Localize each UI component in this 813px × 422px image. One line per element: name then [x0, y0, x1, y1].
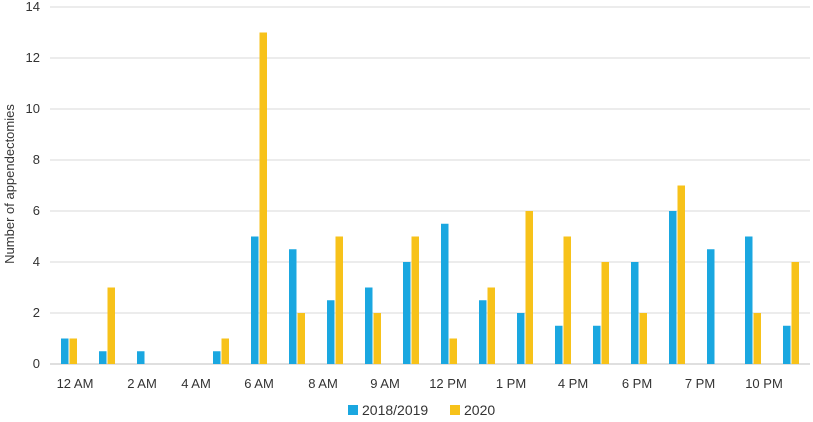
bar-series-1: [669, 211, 677, 364]
legend-label: 2018/2019: [362, 402, 428, 418]
bar-series-1: [707, 249, 715, 364]
legend-swatch: [348, 405, 358, 415]
x-tick-label: 7 PM: [685, 376, 715, 391]
x-tick-label: 2 AM: [127, 376, 157, 391]
bar-series-1: [403, 262, 411, 364]
bar-series-2: [639, 313, 647, 364]
bar-series-2: [601, 262, 609, 364]
x-tick-label: 1 PM: [496, 376, 526, 391]
bar-series-1: [593, 325, 601, 364]
bar-series-1: [441, 223, 449, 364]
bar-series-2: [297, 313, 305, 364]
bar-series-1: [783, 325, 791, 364]
bar-series-2: [411, 236, 419, 364]
x-tick-label: 4 AM: [181, 376, 211, 391]
legend-swatch: [450, 405, 460, 415]
y-tick-label: 2: [33, 305, 40, 320]
bar-series-1: [631, 262, 639, 364]
bar-series-2: [753, 313, 761, 364]
bar-series-2: [677, 185, 685, 364]
y-tick-label: 14: [26, 0, 40, 14]
x-tick-label: 4 PM: [558, 376, 588, 391]
x-tick-label: 6 PM: [622, 376, 652, 391]
x-tick-label: 12 AM: [57, 376, 94, 391]
y-tick-label: 10: [26, 101, 40, 116]
y-tick-label: 12: [26, 50, 40, 65]
x-tick-label: 10 PM: [745, 376, 783, 391]
legend-label: 2020: [464, 402, 495, 418]
bar-series-2: [449, 338, 457, 364]
bar-series-1: [99, 351, 107, 364]
bar-series-2: [107, 287, 115, 364]
bar-series-1: [213, 351, 221, 364]
y-tick-label: 6: [33, 203, 40, 218]
bar-series-1: [745, 236, 753, 364]
bar-series-2: [69, 338, 77, 364]
bar-series-1: [137, 351, 145, 364]
bar-series-2: [525, 211, 533, 364]
y-tick-label: 4: [33, 254, 40, 269]
x-tick-label: 6 AM: [244, 376, 274, 391]
x-axis-ticks: 12 AM 2 AM 4 AM 6 AM 8 AM 9 AM 12 PM 1 PM 4 PM 6 …: [57, 376, 783, 391]
bar-series-2: [791, 262, 799, 364]
legend: 2018/2019 2020: [348, 402, 495, 418]
y-axis-label: Number of appendectomies: [2, 104, 17, 264]
bar-series-2: [221, 338, 229, 364]
x-tick-label: 9 AM: [370, 376, 400, 391]
bar-series-2: [373, 313, 381, 364]
bar-series-2: [487, 287, 495, 364]
bar-series-2: [259, 32, 267, 364]
bar-series-1: [251, 236, 259, 364]
bar-series-1: [365, 287, 373, 364]
x-tick-label: 12 PM: [429, 376, 467, 391]
y-tick-label: 0: [33, 356, 40, 371]
bar-series-1: [479, 300, 487, 364]
bar-series-1: [555, 325, 563, 364]
bar-series-1: [61, 338, 69, 364]
bars: [61, 32, 799, 364]
gridlines: [50, 6, 810, 365]
bar-series-2: [563, 236, 571, 364]
x-tick-label: 8 AM: [308, 376, 338, 391]
bar-series-1: [517, 313, 525, 364]
bar-series-1: [289, 249, 297, 364]
y-axis-ticks: 0 2 4 6 8 10 12 14: [26, 0, 40, 371]
bar-series-1: [327, 300, 335, 364]
bar-series-2: [335, 236, 343, 364]
y-tick-label: 8: [33, 152, 40, 167]
